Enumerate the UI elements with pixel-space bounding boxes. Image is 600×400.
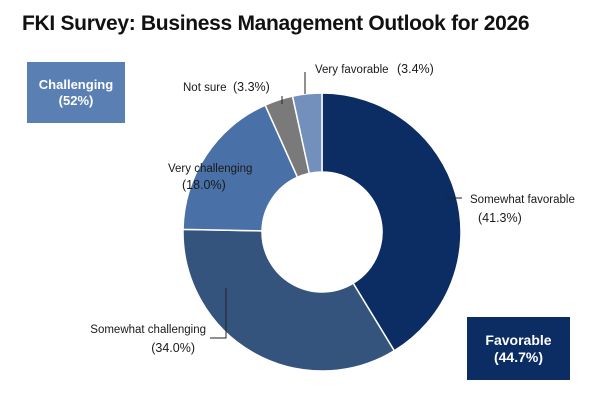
value-very-favorable: (3.4%) bbox=[397, 62, 434, 76]
favorable-summary-value: (44.7%) bbox=[493, 348, 544, 365]
challenging-summary-value: (52%) bbox=[58, 92, 94, 108]
slice-somewhat-favorable bbox=[321, 92, 462, 352]
favorable-summary-box: Favorable (44.7%) bbox=[467, 317, 570, 380]
label-very-challenging: Very challenging bbox=[168, 163, 252, 175]
label-not-sure: Not sure bbox=[183, 82, 226, 94]
favorable-summary-label: Favorable bbox=[485, 331, 552, 348]
value-somewhat-challenging: (34.0%) bbox=[151, 341, 195, 355]
label-very-favorable: Very favorable bbox=[315, 64, 389, 76]
label-somewhat-challenging: Somewhat challenging bbox=[90, 324, 206, 336]
slice-very-challenging bbox=[182, 104, 299, 232]
leader-somewhat-challenging bbox=[210, 288, 227, 339]
label-somewhat-favorable: Somewhat favorable bbox=[470, 194, 575, 206]
value-not-sure: (3.3%) bbox=[233, 80, 270, 94]
slice-very-favorable bbox=[291, 92, 323, 175]
chart-title: FKI Survey: Business Management Outlook … bbox=[22, 12, 530, 35]
challenging-summary-label: Challenging bbox=[38, 76, 114, 92]
challenging-summary-box: Challenging (52%) bbox=[27, 62, 125, 123]
slice-somewhat-challenging bbox=[182, 228, 396, 372]
value-very-challenging: (18.0%) bbox=[182, 178, 226, 192]
value-somewhat-favorable: (41.3%) bbox=[478, 211, 522, 225]
